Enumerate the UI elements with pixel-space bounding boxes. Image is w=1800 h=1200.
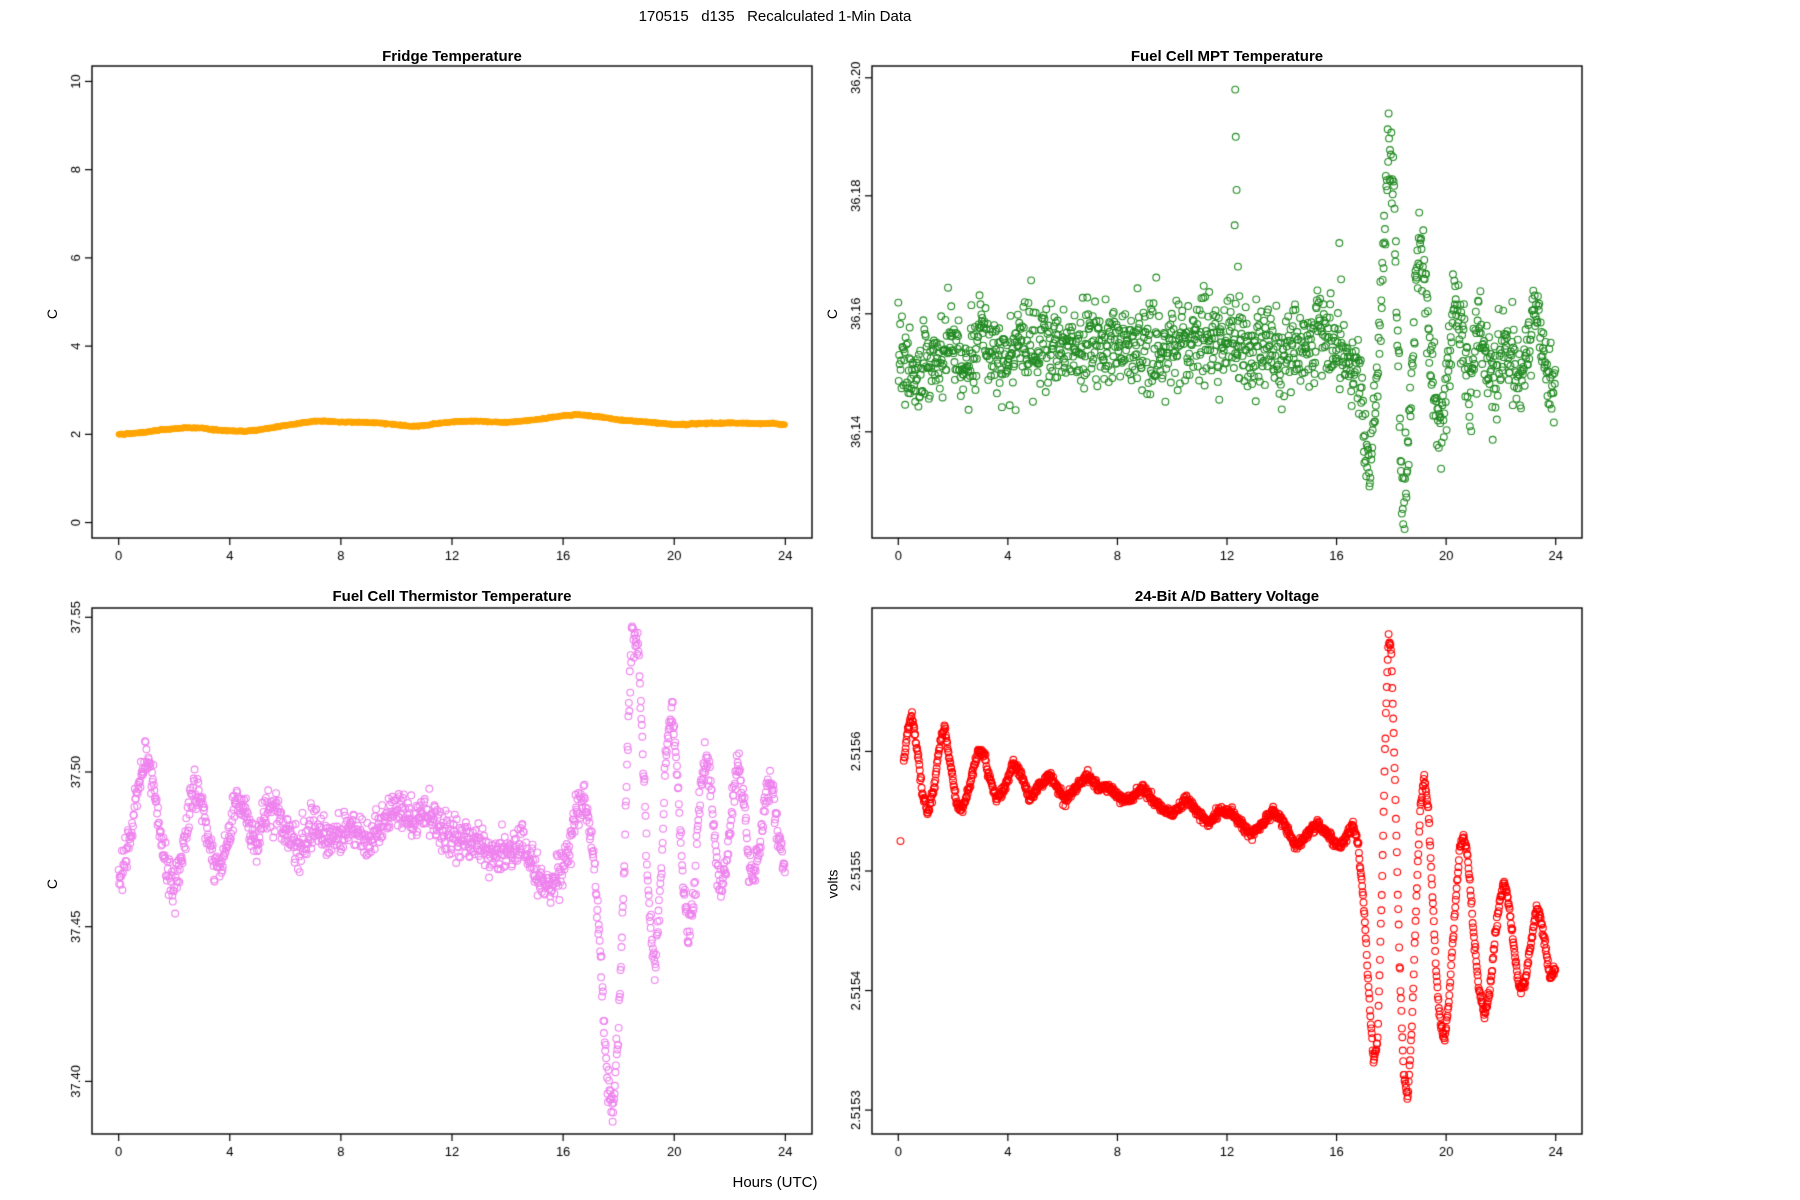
y-axis-label: C xyxy=(824,308,840,320)
y-axis-label: volts xyxy=(824,869,841,899)
battery-voltage-panel: 24-Bit A/D Battery Voltage volts xyxy=(820,584,1590,1184)
y-axis-label-wrap: volts xyxy=(820,584,844,1184)
fuel-cell-mpt-temperature-panel: Fuel Cell MPT Temperature C xyxy=(820,44,1590,584)
y-axis-label-wrap: C xyxy=(40,44,64,584)
y-axis-label: C xyxy=(44,878,60,890)
fuel-cell-thermistor-temperature-chart xyxy=(40,584,820,1184)
battery-voltage-chart xyxy=(820,584,1590,1184)
panel-title: Fuel Cell Thermistor Temperature xyxy=(332,588,572,605)
figure-title: 170515 d135 Recalculated 1-Min Data xyxy=(638,8,912,25)
panel-title: Fridge Temperature xyxy=(382,48,522,65)
fridge-temperature-chart xyxy=(40,44,820,584)
y-axis-label: C xyxy=(44,308,60,320)
fridge-temperature-panel: Fridge Temperature C xyxy=(40,44,820,584)
fuel-cell-mpt-temperature-chart xyxy=(820,44,1590,584)
y-axis-label-wrap: C xyxy=(40,584,64,1184)
y-axis-label-wrap: C xyxy=(820,44,844,584)
x-axis-label: Hours (UTC) xyxy=(732,1174,818,1191)
panel-title: Fuel Cell MPT Temperature xyxy=(1130,48,1324,65)
panel-title: 24-Bit A/D Battery Voltage xyxy=(1134,588,1320,605)
fuel-cell-thermistor-temperature-panel: Fuel Cell Thermistor Temperature C xyxy=(40,584,820,1184)
